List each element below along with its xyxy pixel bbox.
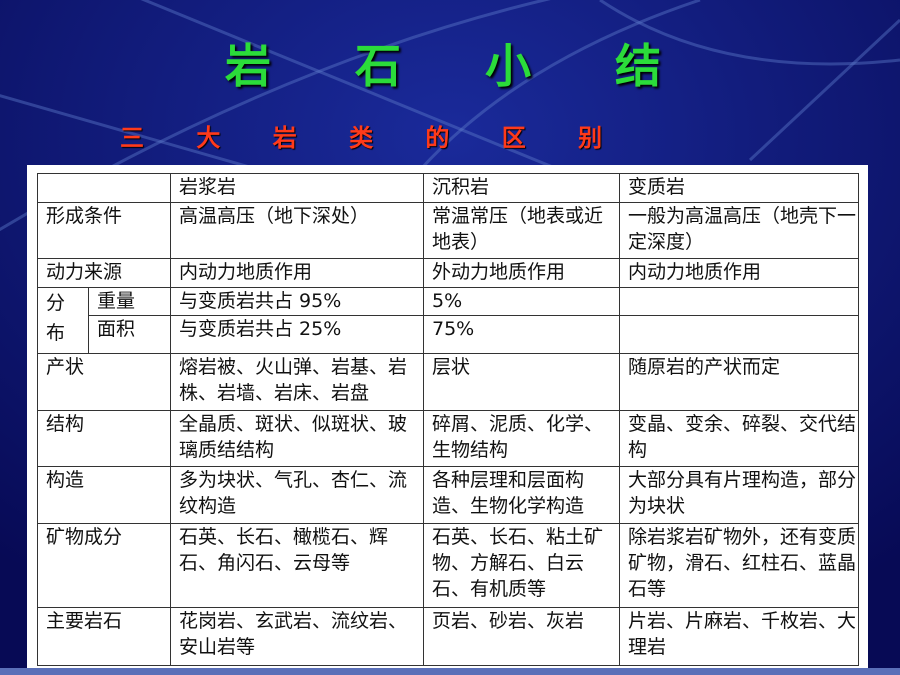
cell: 花岗岩、玄武岩、流纹岩、安山岩等 xyxy=(170,607,424,666)
row-label: 形成条件 xyxy=(37,202,171,259)
cell: 熔岩被、火山弹、岩基、岩株、岩墙、岩床、岩盘 xyxy=(170,353,424,411)
cell xyxy=(619,315,859,354)
table-row: 面积 与变质岩共占 25% 75% xyxy=(38,315,859,354)
table-row: 构造 多为块状、气孔、杏仁、流纹构造 各种层理和层面构造、生物化学构造 大部分具… xyxy=(37,466,859,524)
cell: 与变质岩共占 95% xyxy=(170,287,424,316)
cell: 75% xyxy=(423,315,620,354)
table-row: 主要岩石 花岗岩、玄武岩、流纹岩、安山岩等 页岩、砂岩、灰岩 片岩、片麻岩、千枚… xyxy=(37,607,859,666)
table-row: 矿物成分 石英、长石、橄榄石、辉石、角闪石、云母等 石英、长石、粘土矿物、方解石… xyxy=(37,523,859,608)
table-row: 形成条件 高温高压（地下深处） 常温常压（地表或近地表） 一般为高温高压（地壳下… xyxy=(37,202,859,259)
sub-label: 面积 xyxy=(88,315,171,354)
cell: 片岩、片麻岩、千枚岩、大理岩 xyxy=(619,607,859,666)
cell: 随原岩的产状而定 xyxy=(619,353,859,411)
header-cell xyxy=(37,173,171,203)
row-label: 构造 xyxy=(37,466,171,524)
sub-label: 重量 xyxy=(88,287,171,316)
header-cell: 岩浆岩 xyxy=(170,173,424,203)
cell: 常温常压（地表或近地表） xyxy=(423,202,620,259)
cell: 5% xyxy=(423,287,620,316)
cell: 石英、长石、粘土矿物、方解石、白云石、有机质等 xyxy=(423,523,620,608)
cell xyxy=(619,287,859,316)
table-row: 动力来源 内动力地质作用 外动力地质作用 内动力地质作用 xyxy=(37,258,859,288)
cell: 与变质岩共占 25% xyxy=(170,315,424,354)
cell: 碎屑、泥质、化学、生物结构 xyxy=(423,410,620,467)
cell: 石英、长石、橄榄石、辉石、角闪石、云母等 xyxy=(170,523,424,608)
table-row: 结构 全晶质、斑状、似斑状、玻璃质结结构 碎屑、泥质、化学、生物结构 变晶、变余… xyxy=(37,410,859,467)
cell: 大部分具有片理构造，部分为块状 xyxy=(619,466,859,524)
cell: 除岩浆岩矿物外，还有变质矿物，滑石、红柱石、蓝晶石等 xyxy=(619,523,859,608)
table-row: 分布 重量 与变质岩共占 95% 5% xyxy=(37,287,859,354)
distribution-label-top: 分 xyxy=(46,292,66,314)
row-label: 分布 xyxy=(37,287,89,354)
cell: 变晶、变余、碎裂、交代结构 xyxy=(619,410,859,467)
rock-comparison-table: 岩浆岩 沉积岩 变质岩 形成条件 高温高压（地下深处） 常温常压（地表或近地表）… xyxy=(37,173,859,666)
row-label: 结构 xyxy=(37,410,171,467)
cell: 外动力地质作用 xyxy=(423,258,620,288)
table-header-row: 岩浆岩 沉积岩 变质岩 xyxy=(37,173,859,203)
cell: 层状 xyxy=(423,353,620,411)
slide-title: 岩 石 小 结 xyxy=(224,39,696,93)
row-label: 产状 xyxy=(37,353,171,411)
row-label: 动力来源 xyxy=(37,258,171,288)
header-cell: 变质岩 xyxy=(619,173,859,203)
table-row: 产状 熔岩被、火山弹、岩基、岩株、岩墙、岩床、岩盘 层状 随原岩的产状而定 xyxy=(37,353,859,411)
row-label: 矿物成分 xyxy=(37,523,171,608)
cell: 各种层理和层面构造、生物化学构造 xyxy=(423,466,620,524)
cell: 内动力地质作用 xyxy=(619,258,859,288)
cell: 高温高压（地下深处） xyxy=(170,202,424,259)
distribution-label-bottom: 布 xyxy=(46,322,66,344)
cell: 一般为高温高压（地壳下一定深度） xyxy=(619,202,859,259)
cell: 内动力地质作用 xyxy=(170,258,424,288)
slide-subtitle: 三 大 岩 类 的 区 别 xyxy=(120,124,625,152)
cell: 多为块状、气孔、杏仁、流纹构造 xyxy=(170,466,424,524)
cell: 全晶质、斑状、似斑状、玻璃质结结构 xyxy=(170,410,424,467)
header-cell: 沉积岩 xyxy=(423,173,620,203)
cell: 页岩、砂岩、灰岩 xyxy=(423,607,620,666)
row-label: 主要岩石 xyxy=(37,607,171,666)
